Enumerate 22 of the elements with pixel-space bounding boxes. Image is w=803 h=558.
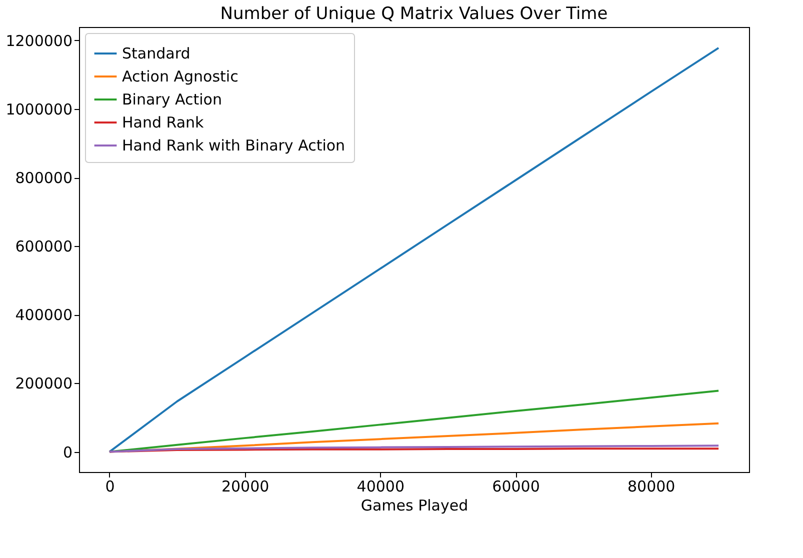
y-tick-label: 400000	[15, 306, 72, 324]
x-tick-label: 40000	[356, 478, 405, 496]
legend-label: Action Agnostic	[122, 68, 238, 86]
legend-label: Standard	[122, 44, 190, 62]
legend-label: Hand Rank with Binary Action	[122, 136, 346, 154]
x-tick-label: 20000	[221, 478, 270, 496]
legend-label: Binary Action	[122, 90, 222, 108]
line-series	[108, 444, 720, 453]
y-tick-label: 1200000	[6, 32, 72, 50]
x-tick-label: 80000	[628, 478, 676, 496]
x-axis-title: Games Played	[360, 496, 468, 514]
line-series	[108, 390, 720, 453]
y-tick-label: 600000	[15, 238, 72, 256]
legend-label: Hand Rank	[122, 114, 204, 132]
x-tick-label: 0	[105, 478, 115, 496]
y-tick-label: 0	[62, 443, 72, 462]
y-tick-label: 1000000	[6, 100, 72, 118]
y-tick-label: 200000	[15, 374, 72, 393]
y-tick-label: 800000	[15, 169, 72, 188]
line-series	[108, 46, 720, 453]
chart-title: Number of Unique Q Matrix Values Over Time	[220, 4, 608, 24]
x-tick-label: 60000	[492, 478, 540, 496]
